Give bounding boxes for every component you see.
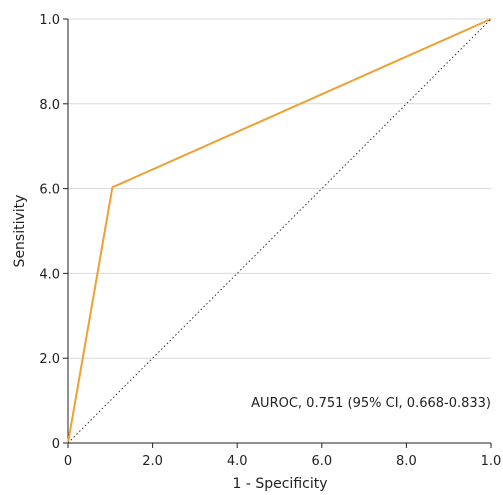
roc-curve-line <box>67 18 492 444</box>
y-tick-label-4: 8.0 <box>39 98 60 113</box>
y-tick-label-2: 4.0 <box>39 267 60 282</box>
x-tick-label-5: 1.0 <box>481 454 502 469</box>
data-series <box>67 18 492 444</box>
auroc-annotation: AUROC, 0.751 (95% CI, 0.668-0.833) <box>251 396 491 411</box>
reference-diagonal-line <box>67 18 492 444</box>
x-axis-title: 1 - Specificity <box>232 476 327 492</box>
y-tick-label-5: 1.0 <box>39 13 60 28</box>
axes <box>63 18 492 448</box>
x-tick-label-2: 4.0 <box>227 454 248 469</box>
grid-lines <box>68 18 491 359</box>
x-tick-label-0: 0 <box>64 454 72 469</box>
x-tick-label-3: 6.0 <box>311 454 332 469</box>
tick-labels: 0 2.0 4.0 6.0 8.0 1.0 0 2.0 4.0 6.0 8.0 1.0 <box>39 13 501 469</box>
y-axis-title: Sensitivity <box>12 195 28 268</box>
y-tick-label-0: 0 <box>52 437 60 452</box>
y-tick-label-1: 2.0 <box>39 352 60 367</box>
x-tick-label-4: 8.0 <box>396 454 417 469</box>
y-tick-label-3: 6.0 <box>39 183 60 198</box>
x-tick-label-1: 2.0 <box>142 454 163 469</box>
